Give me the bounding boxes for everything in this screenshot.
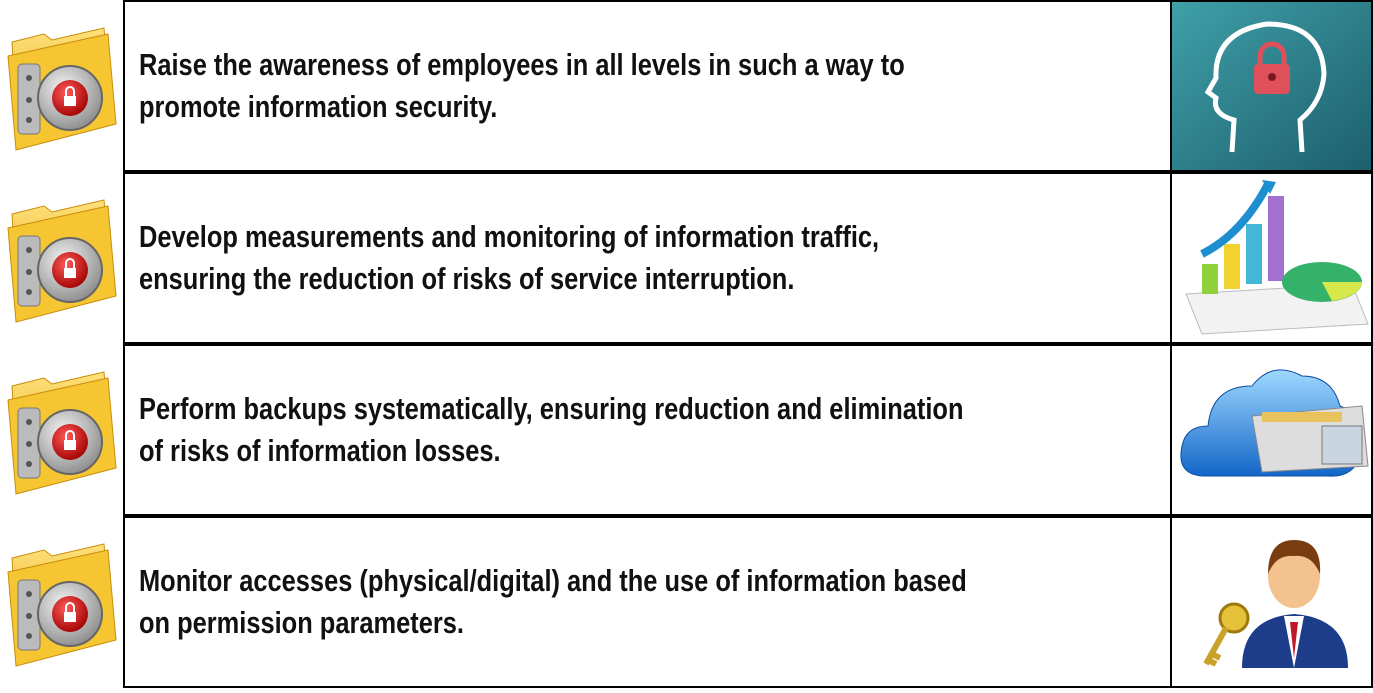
folder-cell [0,344,125,516]
table-row: Develop measurements and monitoring of i… [0,172,1373,344]
text-cell: Raise the awareness of employees in all … [125,0,1170,172]
folder-cell [0,516,125,688]
cloud-archive-image [1180,369,1369,477]
folder-lock-icon [7,543,117,667]
text-cell: Develop measurements and monitoring of i… [125,172,1170,344]
chart-image [1185,180,1369,335]
folder-cell [0,0,125,172]
image-cell [1170,344,1373,516]
user-key-image [1203,540,1348,668]
image-cell [1170,516,1373,688]
image-cell [1170,0,1373,172]
folder-cell [0,172,125,344]
row-text: Raise the awareness of employees in all … [139,47,905,124]
text-cell: Perform backups systematically, ensuring… [125,344,1170,516]
row-text: Perform backups systematically, ensuring… [139,391,964,468]
folder-lock-icon [7,371,117,495]
folder-lock-icon [7,27,117,151]
head-lock-image [1172,2,1371,170]
folder-lock-icon [7,199,117,323]
table-row: Raise the awareness of employees in all … [0,0,1373,172]
table-row: Perform backups systematically, ensuring… [0,344,1373,516]
image-cell [1170,172,1373,344]
row-text: Monitor accesses (physical/digital) and … [139,563,967,640]
text-cell: Monitor accesses (physical/digital) and … [125,516,1170,688]
table-row: Monitor accesses (physical/digital) and … [0,516,1373,693]
row-text: Develop measurements and monitoring of i… [139,219,880,296]
